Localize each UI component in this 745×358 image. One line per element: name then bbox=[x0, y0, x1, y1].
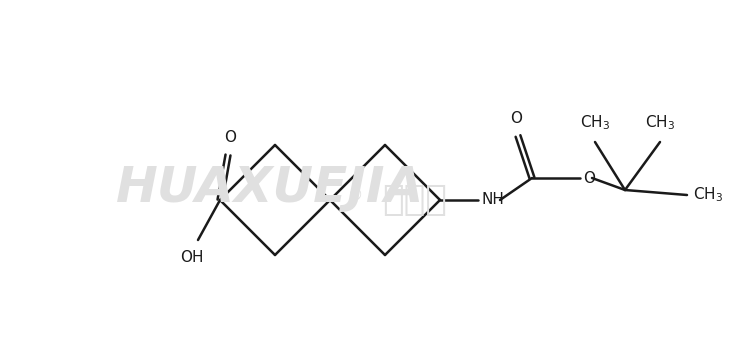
Text: CH$_3$: CH$_3$ bbox=[693, 186, 723, 204]
Text: O: O bbox=[583, 170, 595, 185]
Text: O: O bbox=[510, 111, 522, 126]
Text: CH$_3$: CH$_3$ bbox=[580, 113, 610, 132]
Text: OH: OH bbox=[180, 250, 203, 265]
Text: O: O bbox=[224, 130, 236, 145]
Text: HUAXUEJIA: HUAXUEJIA bbox=[116, 164, 424, 212]
Text: NH: NH bbox=[481, 192, 504, 207]
Text: 化学加: 化学加 bbox=[383, 183, 448, 217]
Text: ®: ® bbox=[347, 188, 363, 203]
Text: CH$_3$: CH$_3$ bbox=[645, 113, 675, 132]
